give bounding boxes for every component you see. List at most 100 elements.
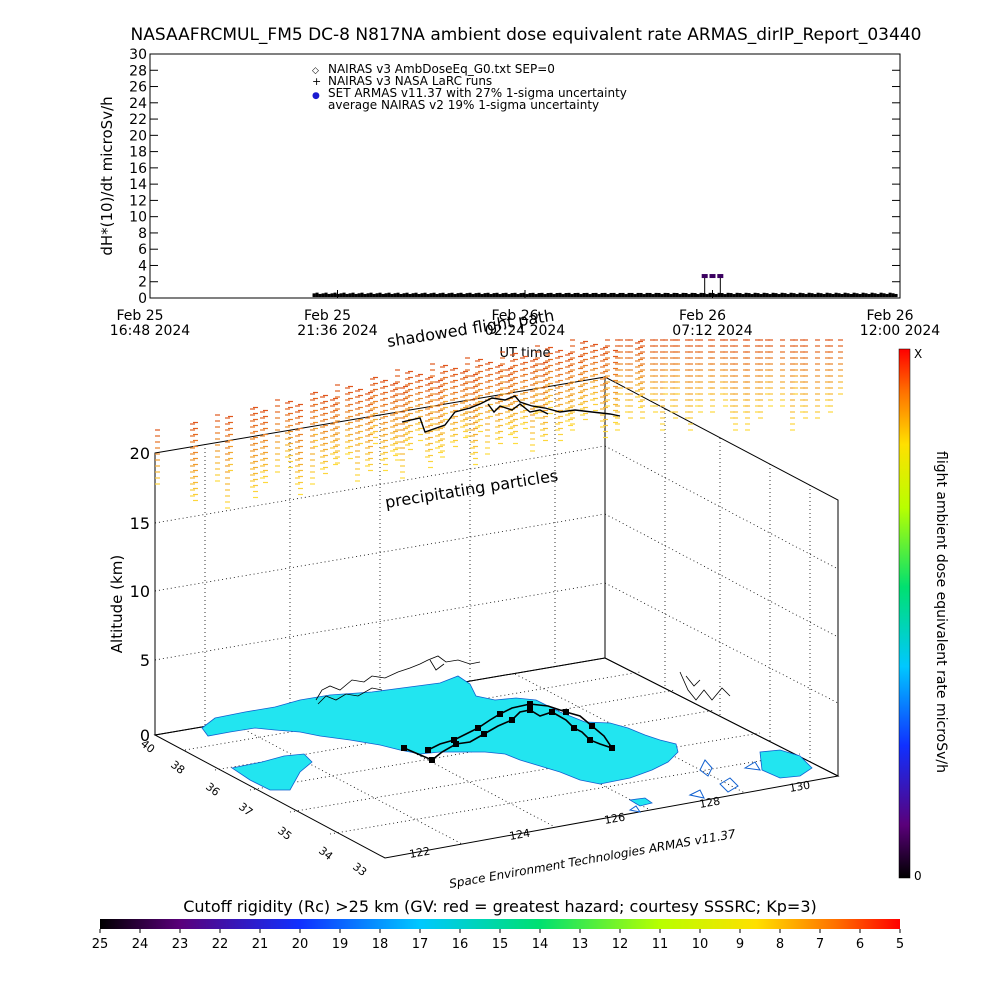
nairas-v3-point: [531, 292, 535, 298]
nairas-v3-point: [636, 292, 640, 298]
longitude-tick-label: 122: [408, 845, 431, 861]
x-tick-label-line1: Feb 25: [304, 308, 351, 324]
nairas-v3-point: [507, 294, 511, 298]
nairas-v3-point: [678, 294, 682, 298]
nairas-v3-point: [516, 294, 520, 298]
nairas-v3-point: [594, 292, 598, 298]
nairas-v3-point: [789, 292, 793, 298]
nairas-v3-point: [339, 293, 343, 298]
nairas-v3-point: [408, 293, 412, 298]
nairas-v3-point: [315, 292, 319, 298]
nairas-v3-sample: [773, 294, 777, 298]
latitude-tick-label: 33: [350, 860, 369, 879]
cutoff-rigidity-colorbar: Cutoff rigidity (Rc) >25 km (GV: red = g…: [92, 897, 904, 952]
altitude-tick-label: 15: [130, 514, 150, 533]
shadowed-flight-path: [401, 395, 621, 433]
nairas-v3-point: [834, 292, 838, 298]
flight-track-point: [609, 745, 615, 751]
nairas-v3-point: [525, 294, 529, 298]
nairas-v3-point: [810, 293, 814, 298]
nairas-v3-point: [444, 294, 448, 298]
nairas-v3-point: [828, 293, 832, 298]
nairas-v3-point: [831, 294, 835, 298]
nairas-v3-point: [606, 294, 610, 298]
latitude-tick-label: 38: [168, 758, 187, 777]
timeseries-y-axis-label: dH*(10)/dt microSv/h: [98, 96, 116, 255]
cutoff-tick-label: 22: [212, 937, 229, 952]
y-tick-label: 6: [138, 242, 147, 258]
nairas-v3-point: [741, 294, 745, 298]
jeju-coast: [628, 797, 653, 807]
nairas-v3-point: [669, 294, 673, 298]
nairas-v3-point: [522, 292, 526, 298]
flight-track-point: [497, 711, 503, 717]
y-tick-label: 16: [129, 161, 147, 177]
legend-marker-set-armas: ●: [312, 91, 320, 101]
nairas-v3-point: [588, 294, 592, 298]
annotation-shadowed-flight-path: shadowed flight path: [386, 306, 556, 351]
nairas-v3-point: [603, 292, 607, 298]
legend-marker-nairas-v3-larc: +: [312, 75, 321, 88]
nairas-v3-point: [324, 292, 328, 298]
altitude-tick-label: 5: [140, 651, 150, 670]
nairas-v3-point: [738, 293, 742, 298]
x-tick-label-line1: Feb 26: [866, 308, 913, 324]
nairas-v3-point: [750, 294, 754, 298]
nairas-v3-point: [321, 293, 325, 298]
nairas-v3-point: [612, 292, 616, 298]
x-tick-label-line2: 16:48 2024: [110, 323, 191, 339]
y-tick-label: 28: [129, 63, 147, 79]
nairas-v3-point: [600, 292, 604, 298]
nairas-v3-point: [660, 294, 664, 298]
nairas-v3-point: [564, 293, 568, 298]
nairas-v3-point: [561, 294, 565, 298]
chart-title: NASAAFRCMUL_FM5 DC-8 N817NA ambient dose…: [131, 25, 922, 45]
precipitating-particles: [155, 339, 843, 509]
nairas-v3-point: [666, 292, 670, 298]
nairas-v3-point: [372, 293, 376, 298]
x-tick-label-line1: Feb 26: [679, 308, 726, 324]
cutoff-tick-label: 12: [612, 937, 629, 952]
nairas-v3-point: [555, 293, 559, 298]
cutoff-tick-label: 14: [532, 937, 549, 952]
nairas-v3-point: [366, 293, 370, 298]
nairas-v3-sample: [695, 294, 699, 298]
nairas-v3-point: [759, 294, 763, 298]
cutoff-rigidity-ticks: 25 24 23 22 21 20 19 18 17 16 15 14 13 12 11 10 9 8 7 6 5: [92, 929, 904, 952]
flight-track-ground: [401, 701, 615, 763]
nairas-v3-point: [387, 292, 391, 298]
y-tick-label: 14: [129, 177, 147, 193]
nairas-v3-point: [627, 292, 631, 298]
nairas-v3-point: [807, 292, 811, 298]
nairas-v3-sample: [539, 293, 543, 297]
nairas-v3-point: [804, 294, 808, 298]
nairas-v3-point: [783, 293, 787, 298]
nairas-v3-point: [756, 293, 760, 298]
nairas-v3-point: [585, 292, 589, 298]
y-tick-label: 8: [138, 226, 147, 242]
nairas-v3-point: [447, 293, 451, 298]
nairas-v3-point: [411, 293, 415, 298]
nairas-v3-point: [891, 293, 895, 298]
altitude-tick-label: 10: [130, 582, 150, 601]
nairas-v3-point: [534, 294, 538, 298]
nairas-v3-point: [582, 292, 586, 298]
nairas-v3-point: [459, 292, 463, 298]
nairas-v3-point: [780, 292, 784, 298]
armas-point: [717, 274, 724, 279]
cutoff-tick-label: 9: [736, 937, 744, 952]
korea-landmass: [201, 675, 813, 813]
right-wall: [604, 376, 839, 777]
nairas-v3-point: [396, 292, 400, 298]
nairas-v3-point: [519, 293, 523, 298]
nairas-v3-point: [639, 292, 643, 298]
nairas-v3-point: [462, 294, 466, 298]
timeseries-x-axis-label: UT time: [500, 346, 551, 361]
x-tick-label-line1: Feb 25: [116, 308, 163, 324]
nairas-v3-point: [672, 292, 676, 298]
longitude-tick-label: 124: [508, 827, 531, 843]
nairas-v3-point: [786, 294, 790, 298]
